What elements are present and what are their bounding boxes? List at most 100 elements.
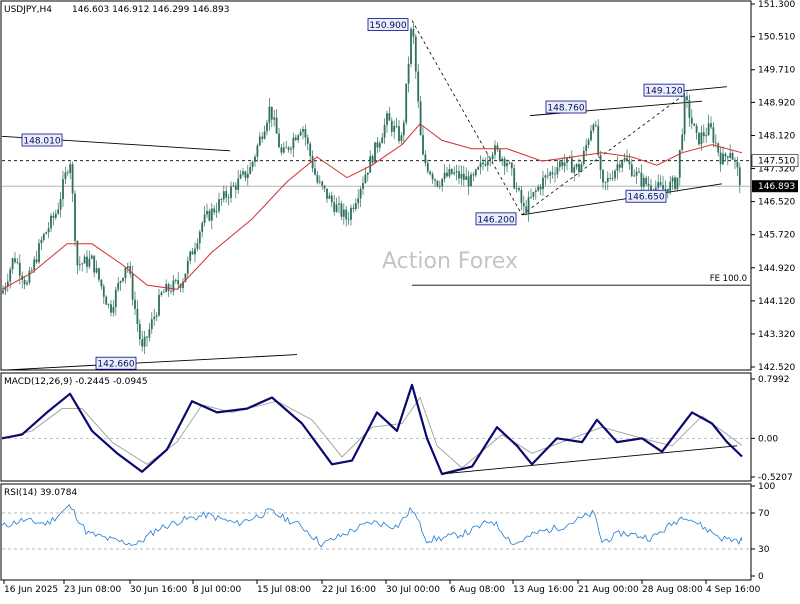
candle-body — [412, 28, 415, 37]
candle-body — [275, 117, 278, 134]
candle-body — [717, 143, 720, 153]
candle-body — [4, 286, 7, 291]
candle-body — [302, 129, 304, 132]
candle-body — [724, 153, 727, 157]
candle-body — [669, 181, 672, 194]
price-tick-label: 150.510 — [758, 33, 795, 43]
candle-body — [395, 125, 398, 127]
price-label: 148.760 — [547, 104, 584, 114]
candle-body — [335, 204, 338, 212]
candle-body — [726, 156, 729, 158]
candle-body — [206, 210, 208, 215]
candle-body — [306, 137, 309, 144]
candle-body — [9, 269, 12, 282]
candle-body — [304, 129, 307, 138]
price-label-box — [367, 18, 409, 31]
candle-body — [364, 174, 367, 184]
candle-body — [93, 255, 96, 273]
candle-body — [251, 161, 254, 168]
candle-body — [381, 137, 384, 144]
price-tick-label: 147.320 — [758, 165, 795, 175]
price-panel — [0, 0, 752, 371]
candle-body — [38, 243, 40, 263]
candle-body — [690, 117, 693, 124]
candle-body — [194, 248, 196, 255]
candle-body — [105, 296, 108, 305]
level-label: 147.510 — [758, 157, 795, 167]
candle-body — [167, 284, 170, 291]
candle-body — [371, 156, 374, 163]
candle-body — [213, 208, 216, 213]
fe-level-label: FE 100.0 — [710, 274, 747, 284]
candle-body — [431, 174, 434, 180]
candle-body — [23, 279, 26, 285]
candle-body — [628, 161, 631, 165]
candle-body — [407, 63, 410, 84]
candle-body — [501, 158, 504, 161]
candle-body — [270, 106, 273, 120]
moving-average-line — [1, 123, 743, 290]
price-tick-label: 144.920 — [758, 264, 795, 274]
candle-body — [297, 135, 300, 141]
candle-body — [376, 142, 379, 148]
candle-body — [738, 167, 741, 186]
candle-body — [525, 206, 528, 213]
candle-body — [83, 256, 86, 264]
macd-tick-label: -0.5207 — [758, 473, 793, 483]
candle-body — [616, 164, 619, 171]
candle-body — [719, 152, 722, 165]
candle-body — [71, 164, 74, 194]
current-price-label: 146.893 — [758, 182, 795, 192]
macd-line — [1, 383, 743, 476]
x-tick-label: 6 Aug 08:00 — [450, 585, 505, 595]
candle-body — [11, 258, 14, 270]
macd-title: MACD(12,26,9) -0.2445 -0.0945 — [4, 377, 148, 387]
candle-body — [611, 178, 614, 180]
candle-body — [400, 135, 403, 141]
candle-body — [64, 172, 67, 180]
candle-body — [664, 188, 667, 190]
candle-body — [177, 280, 180, 285]
candle-body — [225, 191, 228, 198]
x-tick-label: 30 Jul 00:00 — [386, 585, 440, 595]
candle-body — [683, 96, 686, 135]
price-tick-label: 142.520 — [758, 363, 795, 373]
candle-body — [657, 182, 660, 188]
candle-body — [182, 281, 184, 288]
candle-body — [316, 174, 319, 183]
candle-body — [573, 167, 576, 173]
candle-body — [290, 148, 292, 150]
candle-body — [74, 193, 76, 241]
candle-body — [503, 158, 506, 167]
candle-body — [150, 319, 153, 330]
candle-body — [434, 179, 436, 181]
candle-body — [256, 145, 259, 157]
candle-body — [551, 172, 554, 174]
candle-body — [143, 336, 146, 347]
candle-body — [544, 175, 547, 178]
candle-body — [705, 135, 708, 137]
candle-body — [62, 179, 64, 200]
candle-body — [522, 202, 525, 207]
candle-body — [592, 124, 595, 131]
candle-body — [112, 307, 115, 313]
candle-body — [441, 178, 444, 187]
candle-body — [714, 142, 717, 144]
candle-body — [388, 113, 391, 121]
candle-body — [98, 268, 100, 280]
candle-body — [134, 299, 136, 309]
price-label: 146.650 — [627, 193, 664, 203]
candle-body — [172, 280, 175, 292]
candle-body — [506, 163, 508, 167]
candle-body — [100, 279, 103, 287]
candle-body — [242, 171, 244, 175]
current-price-tag — [752, 180, 798, 193]
x-tick-label: 4 Sep 16:00 — [706, 585, 761, 595]
candle-body — [736, 161, 739, 168]
candle-body — [638, 171, 640, 173]
candle-body — [722, 153, 724, 165]
candle-body — [208, 210, 211, 221]
candle-body — [340, 203, 343, 217]
candle-body — [35, 259, 38, 263]
